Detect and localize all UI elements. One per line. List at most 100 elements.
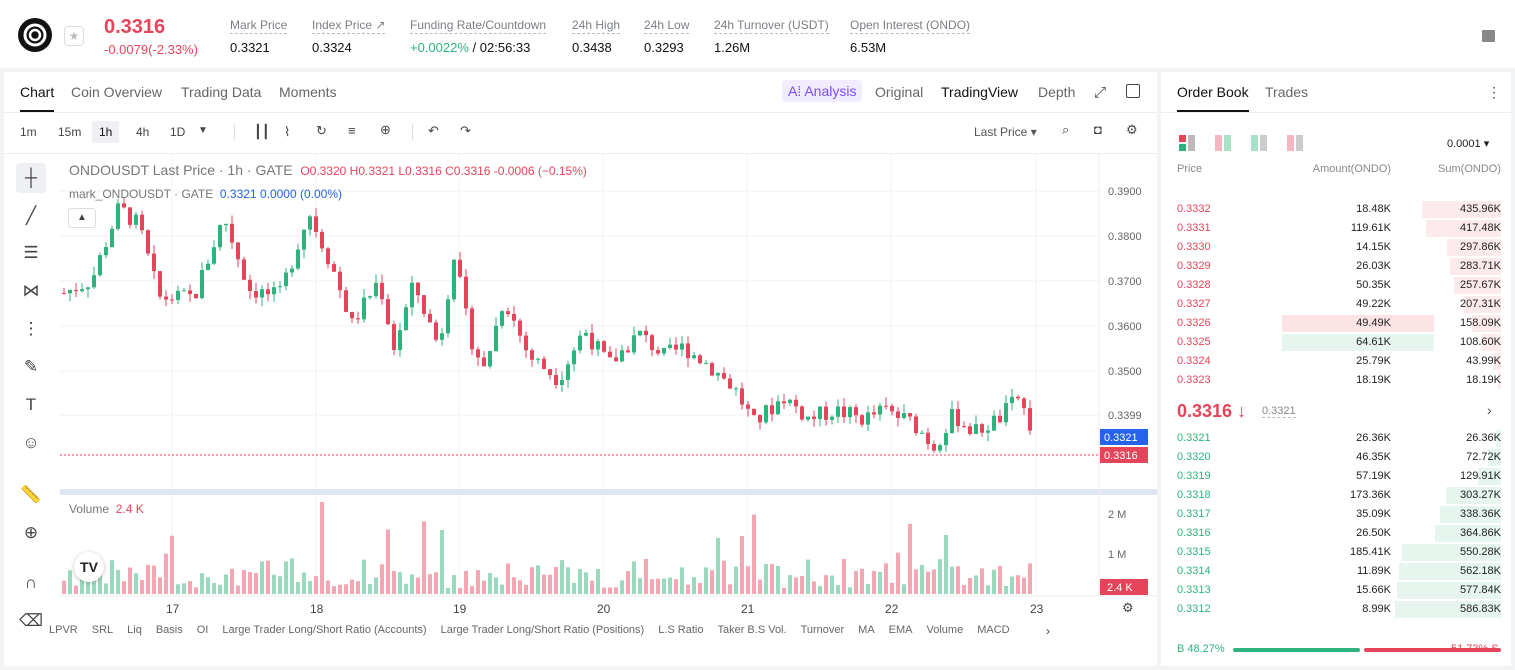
ask-row[interactable]: 0.3327 49.22K 207.31K (1161, 295, 1511, 314)
view-bids-icon[interactable] (1251, 135, 1267, 151)
ask-row[interactable]: 0.3329 26.03K 283.71K (1161, 257, 1511, 276)
pattern-tool-icon[interactable]: ⋈ (22, 281, 40, 300)
magnet-tool-icon[interactable]: ∩ (24, 573, 38, 592)
indicator-2[interactable]: Liq (127, 624, 142, 636)
eraser-tool-icon[interactable]: ⌫ (18, 611, 44, 630)
indicators-icon[interactable]: ⌇ (284, 124, 291, 139)
indicator-4[interactable]: OI (196, 624, 209, 636)
volume-tick-label: 1 M (1108, 549, 1126, 561)
text-tool-icon[interactable]: T (25, 395, 37, 414)
timeframe-4h[interactable]: 4h (136, 125, 150, 139)
view-both-icon[interactable] (1179, 135, 1195, 151)
search-icon[interactable]: ⌕ (1062, 122, 1070, 137)
stat-index-price[interactable]: Index Price ↗ 0.3324 (312, 18, 386, 55)
favorite-star-icon[interactable]: ★ (64, 26, 84, 46)
chart-settings-icon[interactable]: ⚙ (1122, 600, 1134, 615)
fib-tool-icon[interactable]: ⋮ (22, 319, 40, 338)
tab-moments[interactable]: Moments (279, 84, 337, 100)
indicator-9[interactable]: Turnover (800, 624, 845, 636)
fullscreen-icon[interactable] (1126, 84, 1140, 98)
timeframe-1d[interactable]: 1D (170, 125, 186, 139)
volume-bar (812, 581, 816, 594)
bid-row[interactable]: 0.3319 57.19K 129.91K (1161, 467, 1511, 486)
horizontal-lines-tool-icon[interactable]: ☰ (23, 243, 39, 262)
zoom-tool-icon[interactable]: ⊕ (23, 523, 39, 542)
timeframe-1m[interactable]: 1m (20, 125, 37, 139)
replay-icon[interactable]: ↻ (316, 123, 327, 138)
timeframe-1h[interactable]: 1h (92, 121, 120, 143)
ruler-tool-icon[interactable]: 📏 (20, 485, 42, 504)
volume-bar (968, 578, 972, 594)
candle-body (98, 255, 102, 276)
last-price-tag-label: 0.3316 (1104, 450, 1138, 462)
ask-row[interactable]: 0.3331 119.61K 417.48K (1161, 219, 1511, 238)
bid-row[interactable]: 0.3318 173.36K 303.27K (1161, 486, 1511, 505)
undo-icon[interactable]: ↶ (428, 123, 439, 138)
candle-body (734, 388, 738, 390)
brush-tool-icon[interactable]: ✎ (23, 357, 39, 376)
indicator-12[interactable]: Volume (926, 624, 964, 636)
crosshair-tool-icon[interactable]: ┼ (16, 163, 46, 193)
ask-row[interactable]: 0.3326 49.49K 158.09K (1161, 314, 1511, 333)
indicator-5[interactable]: Large Trader Long/Short Ratio (Accounts) (222, 624, 427, 636)
volume-bar (1028, 563, 1032, 594)
ask-row[interactable]: 0.3325 64.61K 108.60K (1161, 333, 1511, 352)
tab-original[interactable]: Original (875, 84, 924, 100)
more-menu-icon[interactable]: ⋮ (1487, 84, 1501, 100)
bid-row[interactable]: 0.3321 26.36K 26.36K (1161, 429, 1511, 448)
depth-bar (1477, 468, 1501, 485)
chevron-right-icon[interactable]: › (1487, 402, 1492, 418)
price-chart[interactable]: 0.3900 0.3800 0.3700 0.3600 0.3500 0.3399 17 18… (4, 72, 1157, 666)
tab-trading-data[interactable]: Trading Data (181, 84, 262, 100)
indicator-8[interactable]: Taker B.S Vol. (717, 624, 787, 636)
bid-row[interactable]: 0.3313 15.66K 577.84K (1161, 581, 1511, 600)
bid-row[interactable]: 0.3316 26.50K 364.86K (1161, 524, 1511, 543)
timeframe-15m[interactable]: 15m (58, 125, 82, 139)
tab-chart[interactable]: Chart (20, 84, 55, 112)
ask-row[interactable]: 0.3332 18.48K 435.96K (1161, 200, 1511, 219)
bid-row[interactable]: 0.3320 46.35K 72.72K (1161, 448, 1511, 467)
indicator-scroll-right-icon[interactable]: › (1046, 624, 1050, 638)
trendline-tool-icon[interactable]: ╱ (25, 206, 37, 225)
add-indicator-icon[interactable]: ⊕ (380, 122, 391, 137)
indicator-1[interactable]: SRL (91, 624, 114, 636)
indicator-0[interactable]: LPVR (49, 624, 78, 636)
indicator-7[interactable]: L.S Ratio (658, 624, 704, 636)
camera-icon[interactable]: ◘ (1094, 122, 1102, 137)
tab-coin-overview[interactable]: Coin Overview (71, 84, 163, 100)
book-icon[interactable] (1482, 30, 1495, 42)
indicator-10[interactable]: MA (858, 624, 875, 636)
tab-trades[interactable]: Trades (1265, 84, 1309, 100)
emoji-tool-icon[interactable]: ☺ (22, 433, 40, 452)
bid-row[interactable]: 0.3317 35.09K 338.36K (1161, 505, 1511, 524)
indicator-6[interactable]: Large Trader Long/Short Ratio (Positions… (440, 624, 645, 636)
ask-row[interactable]: 0.3330 14.15K 297.86K (1161, 238, 1511, 257)
bid-row[interactable]: 0.3314 11.89K 562.18K (1161, 562, 1511, 581)
collapse-legend-button[interactable]: ▲ (68, 208, 96, 228)
templates-icon[interactable]: ≡ (348, 123, 356, 138)
indicator-13[interactable]: MACD (977, 624, 1010, 636)
ask-row[interactable]: 0.3328 50.35K 257.67K (1161, 276, 1511, 295)
ask-row[interactable]: 0.3324 25.79K 43.99K (1161, 352, 1511, 371)
bid-row[interactable]: 0.3312 8.99K 586.83K (1161, 600, 1511, 619)
ask-row[interactable]: 0.3323 18.19K 18.19K (1161, 371, 1511, 390)
volume-bar (830, 575, 834, 594)
timeframe-dropdown-icon[interactable]: ▼ (198, 125, 208, 136)
tab-tradingview[interactable]: TradingView (941, 84, 1019, 100)
tab-depth[interactable]: Depth (1038, 84, 1076, 100)
settings-gear-icon[interactable]: ⚙ (1126, 122, 1138, 137)
tab-order-book[interactable]: Order Book (1177, 84, 1249, 112)
indicator-11[interactable]: EMA (888, 624, 913, 636)
redo-icon[interactable]: ↷ (460, 123, 471, 138)
candles-icon[interactable]: ┃┃ (254, 124, 270, 139)
candle-body (506, 311, 510, 315)
bid-row[interactable]: 0.3315 185.41K 550.28K (1161, 543, 1511, 562)
expand-icon[interactable]: ⤢ (1094, 84, 1107, 101)
indicator-3[interactable]: Basis (155, 624, 183, 636)
ai-analysis-button[interactable]: A⁞ Analysis (782, 80, 863, 102)
precision-select[interactable]: 0.0001 ▾ (1447, 138, 1490, 150)
sum-cell: 129.91K (1460, 470, 1501, 482)
price-type-select[interactable]: Last Price ▾ (974, 125, 1037, 139)
view-both-alt-icon[interactable] (1215, 135, 1231, 151)
view-asks-icon[interactable] (1287, 135, 1303, 151)
